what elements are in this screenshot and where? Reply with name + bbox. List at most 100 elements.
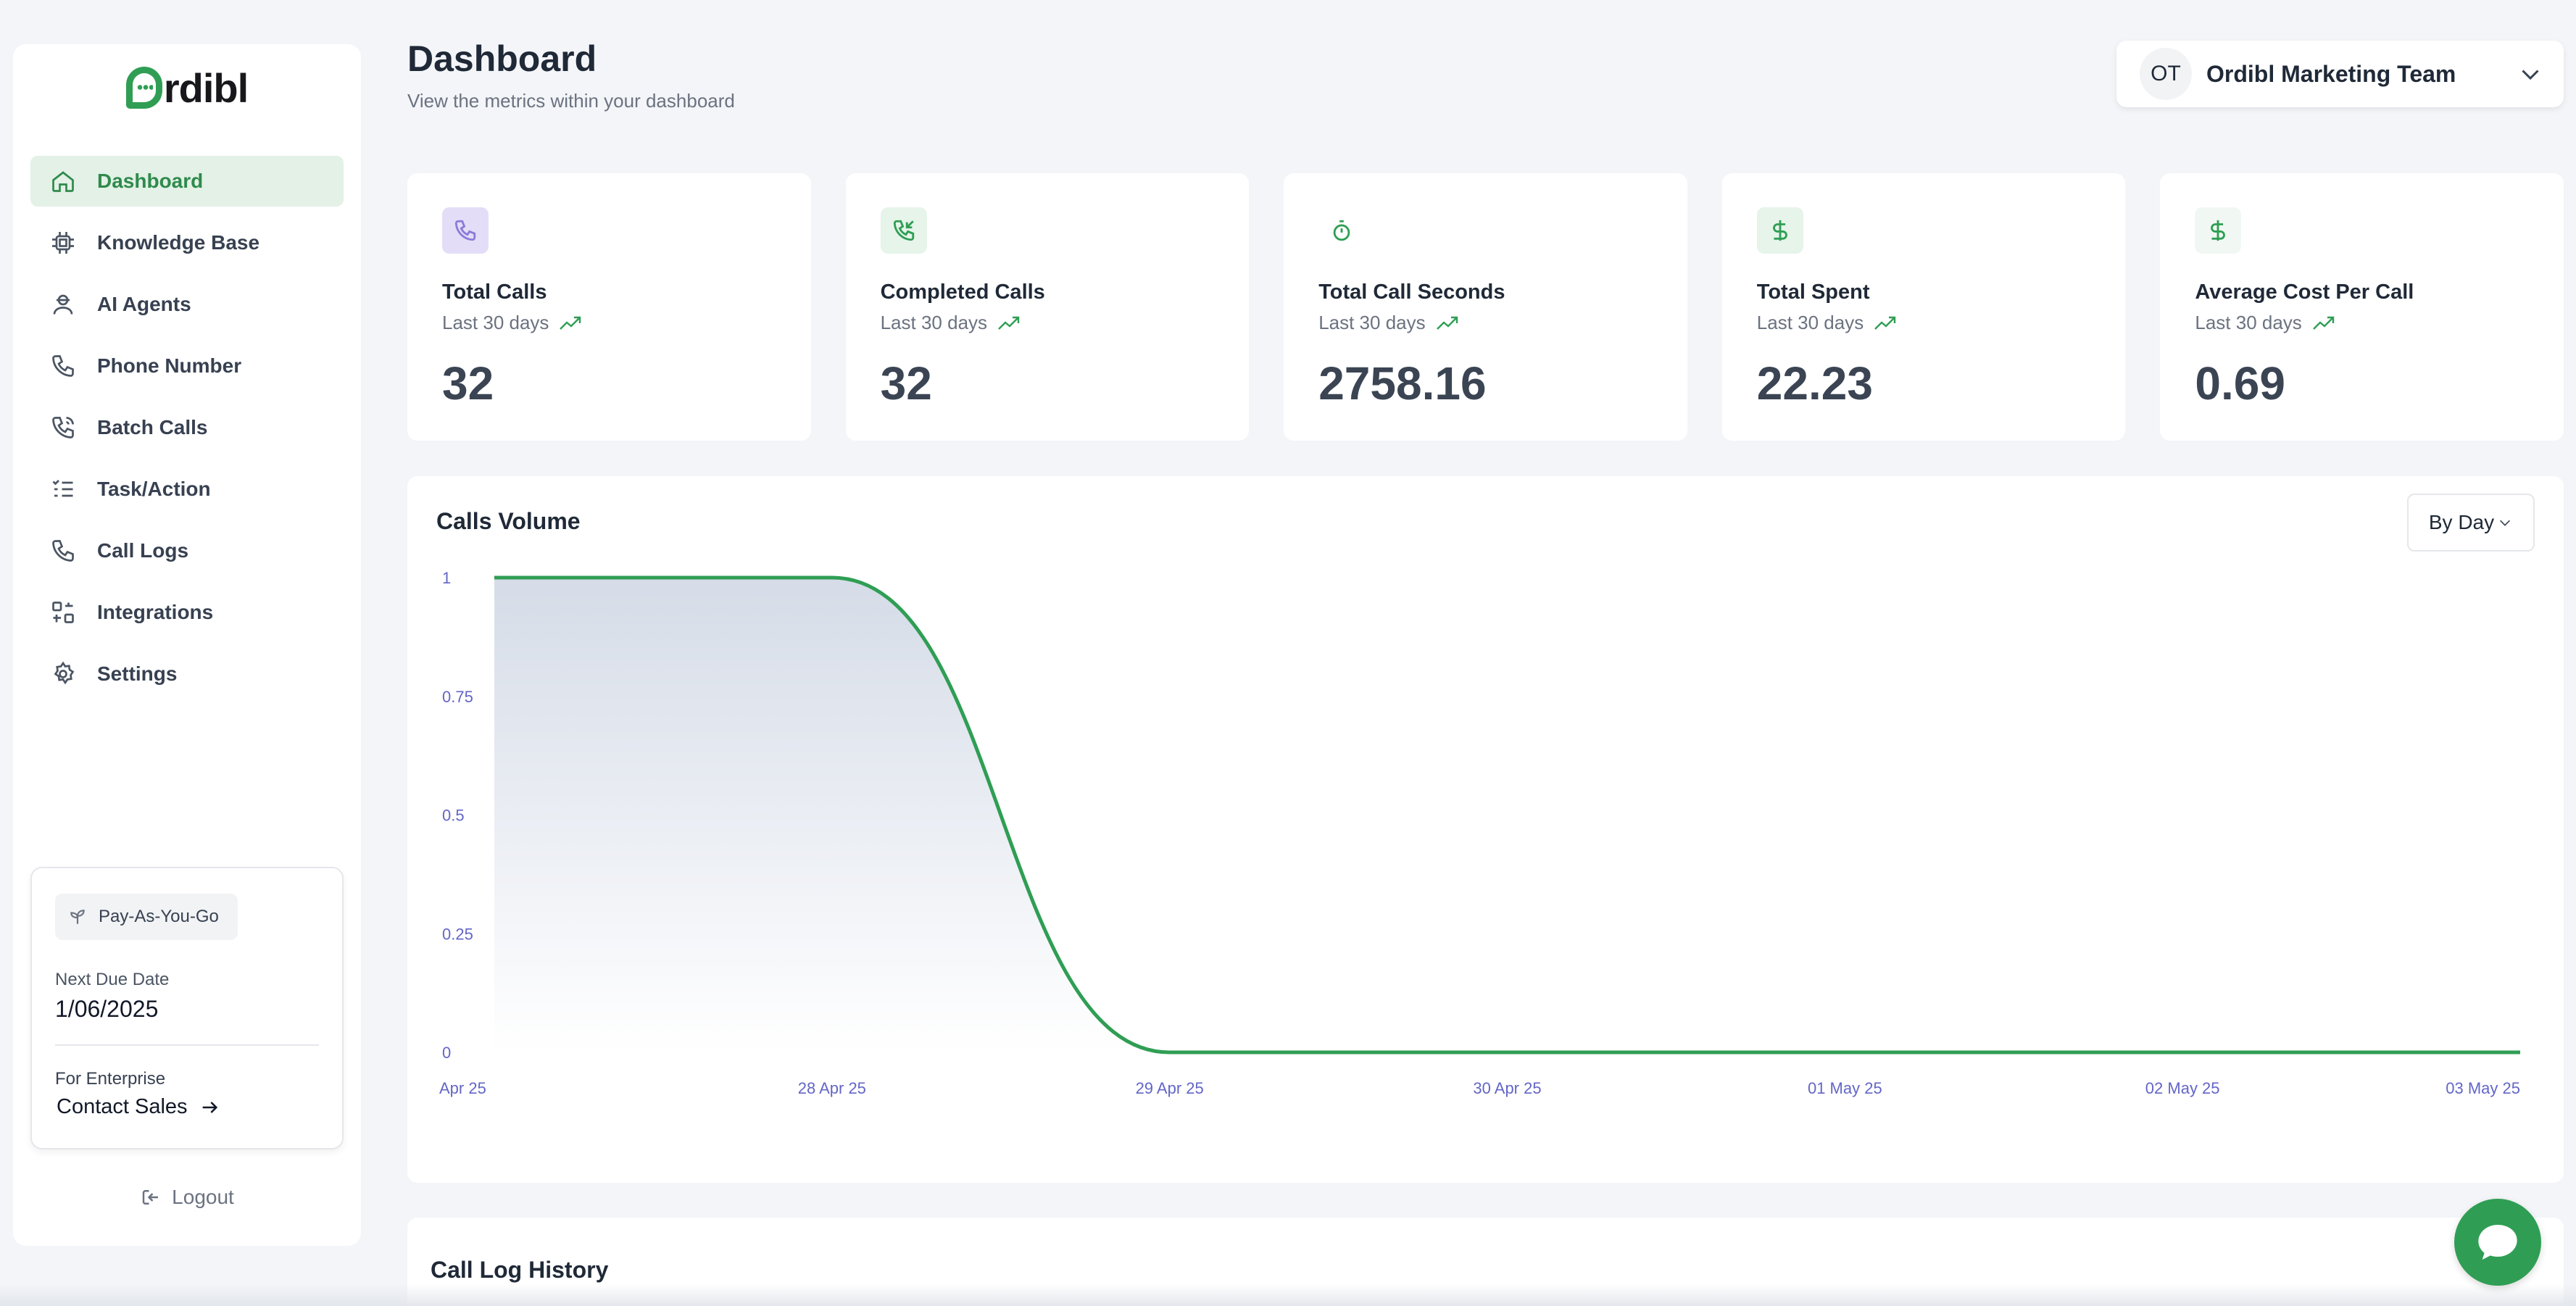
stat-title: Total Spent (1756, 280, 1870, 304)
trend-up-icon (1436, 316, 1458, 330)
sidebar-item-label: Knowledge Base (97, 231, 260, 254)
logo-icon (125, 67, 162, 109)
logout-icon (142, 1190, 159, 1205)
calls-volume-chart: 1 0.75 0.5 0.25 0 Apr 25 28 Apr 25 29 Apr 25 30 … (439, 569, 2520, 1097)
x-tick-label: 03 May 25 (2446, 1079, 2520, 1097)
stopwatch-icon (1318, 207, 1366, 254)
chevron-down-icon (2522, 70, 2539, 80)
sidebar-item-call-logs[interactable]: Call Logs (30, 525, 344, 576)
stat-period: Last 30 days (1757, 312, 1897, 334)
chevron-down-icon (2500, 520, 2511, 526)
sidebar-item-label: Settings (97, 662, 178, 685)
phone-icon (442, 207, 489, 254)
dollar-icon (2195, 207, 2242, 254)
sidebar-item-phone-number[interactable]: Phone Number (30, 341, 344, 391)
divider (55, 1044, 319, 1046)
sidebar-item-knowledge-base[interactable]: Knowledge Base (30, 217, 344, 268)
sidebar-item-dashboard[interactable]: Dashboard (30, 156, 344, 207)
sidebar-item-label: Task/Action (97, 478, 211, 500)
granularity-value: By Day (2428, 511, 2495, 533)
logo[interactable]: rdibl (13, 62, 361, 113)
arrow-right-icon (202, 1101, 217, 1113)
plan-name: Pay-As-You-Go (99, 907, 219, 926)
stat-period: Last 30 days (2195, 312, 2335, 334)
sprout-icon (70, 910, 85, 924)
stat-period: Last 30 days (442, 312, 582, 334)
trend-up-icon (1874, 316, 1896, 330)
y-tick-label: 0.25 (442, 925, 473, 943)
stat-value: 32 (880, 357, 932, 409)
call-log-title: Call Log History (431, 1257, 609, 1283)
enterprise-label: For Enterprise (55, 1069, 166, 1089)
chat-bubble-icon (2478, 1225, 2517, 1260)
sidebar-item-label: Phone Number (97, 354, 242, 377)
sidebar-item-task-action[interactable]: Task/Action (30, 464, 344, 515)
stat-period: Last 30 days (881, 312, 1021, 334)
due-date-value: 1/06/2025 (55, 996, 159, 1022)
stat-period: Last 30 days (1318, 312, 1458, 334)
contact-sales-link[interactable]: Contact Sales (57, 1095, 220, 1119)
phone-ring-icon (49, 414, 77, 441)
trend-up-icon (998, 316, 1020, 330)
series-area (494, 578, 2520, 1052)
stat-value: 2758.16 (1318, 357, 1487, 409)
stat-period-label: Last 30 days (1756, 312, 1864, 333)
page-title: Dashboard (407, 38, 597, 79)
y-tick-label: 1 (442, 569, 451, 587)
stat-value: 22.23 (1756, 357, 1873, 409)
stats-row: Total Calls Last 30 days 32 Completed Ca… (407, 173, 2564, 441)
logout-button[interactable]: Logout (13, 1186, 361, 1209)
x-tick-label: 01 May 25 (1808, 1079, 1882, 1097)
stat-value: 0.69 (2195, 357, 2285, 409)
trend-up-icon (560, 316, 581, 330)
series-line (494, 575, 2520, 1055)
stat-card-total-call-seconds: Total Call Seconds Last 30 days 2758.16 (1284, 173, 1687, 441)
x-tick-label: 30 Apr 25 (1473, 1079, 1541, 1097)
stat-card-total-spent: Total Spent Last 30 days 22.23 (1721, 173, 2126, 441)
stat-period-label: Last 30 days (2195, 312, 2302, 333)
gear-icon (49, 660, 77, 688)
x-tick-label: 29 Apr 25 (1136, 1079, 1204, 1097)
logo-text: rdibl (163, 65, 249, 111)
stat-period-label: Last 30 days (880, 312, 988, 333)
chat-button[interactable] (2454, 1199, 2541, 1286)
x-tick-label: 28 Apr 25 (798, 1079, 866, 1097)
x-tick-label: 02 May 25 (2145, 1079, 2220, 1097)
phone-incoming-icon (880, 207, 927, 254)
sidebar-item-ai-agents[interactable]: AI Agents (30, 279, 344, 330)
home-icon (49, 167, 77, 195)
sidebar-item-label: Integrations (97, 601, 214, 623)
stat-title: Total Calls (442, 280, 547, 304)
sidebar-item-integrations[interactable]: Integrations (30, 587, 344, 638)
granularity-select[interactable]: By Day (2407, 494, 2535, 552)
sidebar-item-settings[interactable]: Settings (30, 649, 344, 699)
stat-title: Completed Calls (880, 280, 1045, 304)
chart-title: Calls Volume (436, 508, 581, 534)
stat-period-label: Last 30 days (442, 312, 549, 333)
stat-card-total-calls: Total Calls Last 30 days 32 (407, 173, 811, 441)
sidebar-item-batch-calls[interactable]: Batch Calls (30, 402, 344, 453)
sidebar: rdibl Dashboard Knowledge Base AI Agents… (13, 44, 361, 1246)
agent-icon (49, 291, 77, 318)
sidebar-item-label: Dashboard (97, 170, 204, 192)
integrations-icon (49, 599, 77, 626)
stat-period-label: Last 30 days (1318, 312, 1426, 333)
contact-sales-label: Contact Sales (57, 1095, 188, 1118)
trend-up-icon (2312, 316, 2335, 330)
team-name: Ordibl Marketing Team (2206, 60, 2456, 87)
sidebar-item-label: Batch Calls (97, 416, 208, 438)
y-tick-label: 0.75 (442, 688, 473, 706)
stat-card-average-cost: Average Cost Per Call Last 30 days 0.69 (2160, 173, 2564, 441)
y-tick-label: 0 (442, 1044, 451, 1062)
avatar: OT (2140, 48, 2192, 100)
logout-label: Logout (172, 1186, 234, 1208)
team-selector[interactable]: OT Ordibl Marketing Team (2116, 41, 2564, 107)
phone-icon (49, 352, 77, 380)
sidebar-nav: Dashboard Knowledge Base AI Agents Phone… (30, 156, 344, 710)
sidebar-item-label: AI Agents (97, 293, 191, 315)
bottom-fade (0, 1284, 2576, 1306)
calls-volume-card: 1 0.75 0.5 0.25 0 Apr 25 28 Apr 25 29 Apr 25 30 … (407, 476, 2564, 1183)
dollar-icon (1756, 207, 1803, 254)
x-tick-label: Apr 25 (439, 1079, 486, 1097)
plan-card: Pay-As-You-Go Next Due Date 1/06/2025 Fo… (30, 867, 344, 1149)
